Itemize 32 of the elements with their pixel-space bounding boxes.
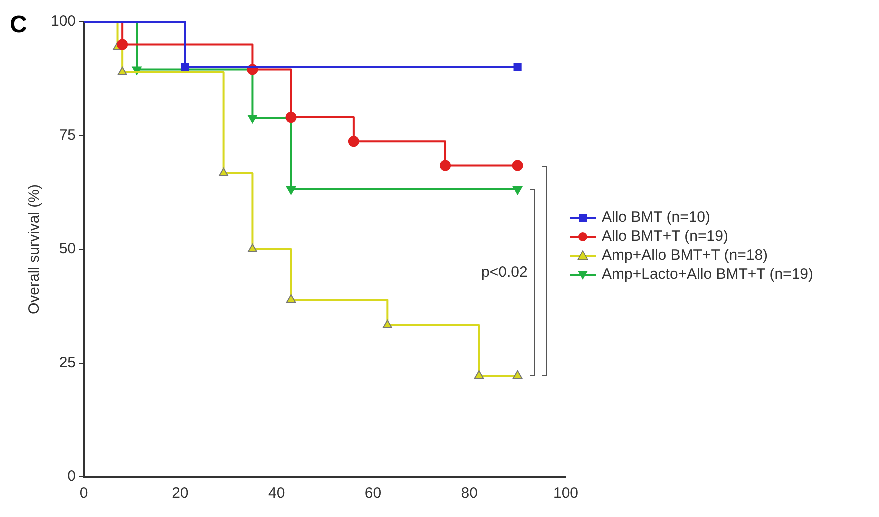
point [512, 370, 523, 379]
legend-label: Allo BMT+T (n=19) [602, 227, 728, 246]
legend-label: Amp+Lacto+Allo BMT+T (n=19) [602, 265, 814, 284]
x-tick-label: 0 [80, 485, 88, 502]
point [118, 67, 128, 76]
x-tick-label: 40 [268, 485, 286, 502]
text: C [10, 12, 28, 39]
y-tick-label: 25 [59, 354, 76, 372]
y-tick-label: 100 [50, 13, 76, 30]
point [474, 370, 484, 379]
point [286, 112, 297, 124]
point [348, 136, 360, 148]
point [514, 63, 522, 72]
y-tick-label: 50 [59, 240, 76, 258]
point [512, 160, 524, 172]
point [248, 244, 258, 252]
y-tick-label: 0 [68, 468, 76, 486]
point [117, 39, 128, 50]
legend-label: Allo BMT (n=10) [602, 208, 711, 227]
point [286, 294, 296, 304]
y-axis-title: Overall survival (%) [26, 184, 44, 315]
x-tick-label: 100 [553, 485, 579, 502]
point [440, 160, 452, 172]
point [181, 63, 190, 72]
point [218, 168, 229, 177]
x-tick-label: 20 [172, 485, 189, 502]
legend-label: Amp+Allo BMT+T (n=18) [602, 246, 768, 265]
y-tick-label: 75 [59, 126, 76, 144]
x-tick-label: 80 [461, 485, 478, 502]
x-tick-label: 60 [364, 485, 382, 502]
point [382, 320, 392, 328]
annotation: p<0.02 [482, 264, 528, 281]
